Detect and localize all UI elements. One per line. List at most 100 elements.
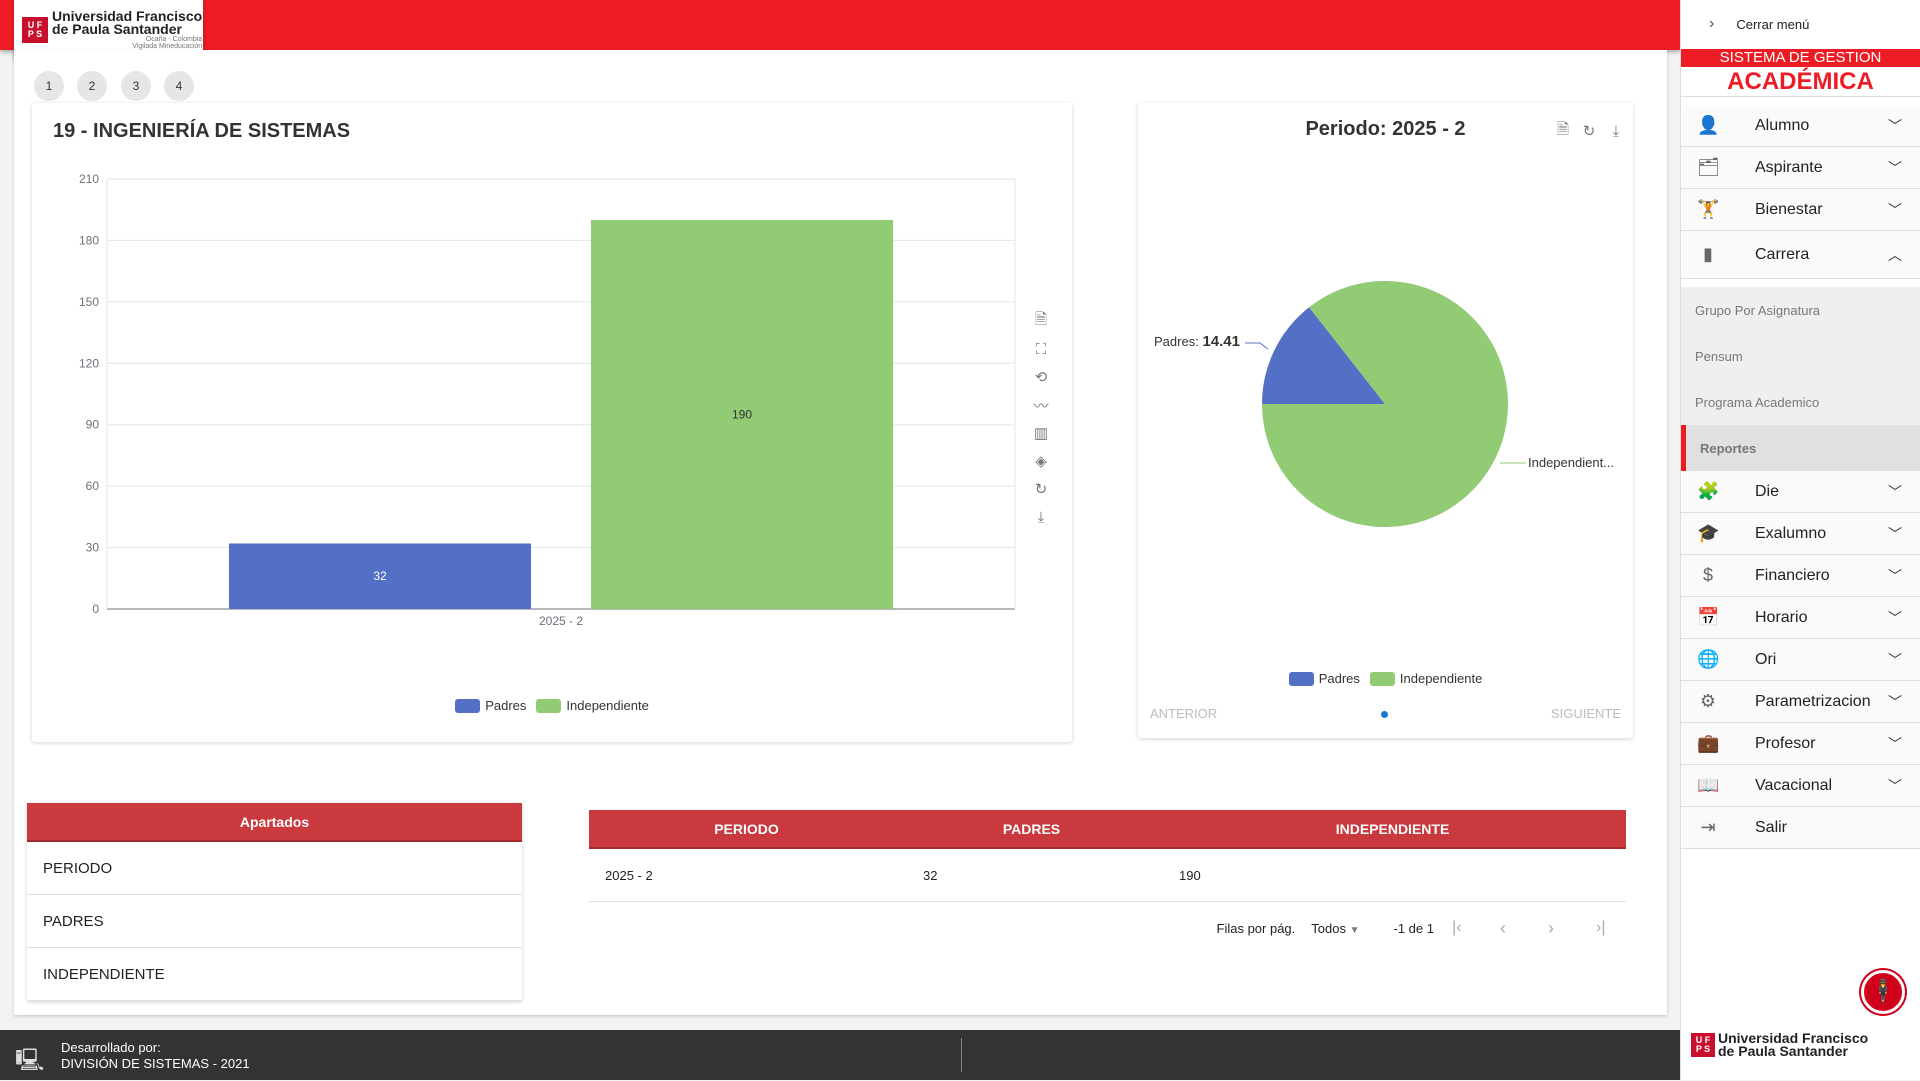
document-icon[interactable]: 🗎: [1034, 310, 1048, 328]
cell-padres: 32: [923, 867, 938, 883]
refresh-icon[interactable]: ↻: [1582, 123, 1596, 140]
dumbbell-icon: 🏋: [1697, 199, 1720, 219]
chart-toolbox: 🗎 ⛶ ⟲ 〰 ▥ ◈ ↻ ⤓: [1032, 310, 1050, 526]
sidebar-item-salir[interactable]: ⇥ Salir: [1681, 807, 1920, 849]
y-tick-label: 150: [79, 295, 99, 309]
padres-label: Padres: 14.41: [1154, 333, 1240, 350]
page-button-1[interactable]: 1: [34, 71, 64, 101]
pie-legend: Padres Independiente: [1138, 671, 1633, 686]
next-page-icon[interactable]: ›: [1548, 917, 1554, 938]
pie-chart: [1245, 281, 1526, 527]
refresh-icon[interactable]: ↻: [1034, 481, 1048, 498]
legend-padres[interactable]: Padres: [1288, 671, 1360, 686]
sidebar-item-label: Die: [1755, 482, 1780, 500]
column-header-independiente[interactable]: INDEPENDIENTE: [1335, 820, 1450, 837]
legend-independiente[interactable]: Independiente: [1369, 671, 1482, 686]
apartados-item-periodo[interactable]: PERIODO: [27, 842, 522, 895]
chevron-up-icon: ︿: [1888, 246, 1902, 263]
sidebar-item-aspirante[interactable]: 🗂 Aspirante ﹀: [1681, 147, 1920, 189]
sidebar-item-label: Exalumno: [1755, 524, 1827, 542]
puzzle-icon: 🧩: [1697, 481, 1720, 501]
sidebar-item-parametrizacion[interactable]: ⚙ Parametrizacion ﹀: [1681, 681, 1920, 723]
bar-independiente: [591, 219, 893, 609]
sidebar-item-exalumno[interactable]: 🎓 Exalumno ﹀: [1681, 513, 1920, 555]
chevron-down-icon: ﹀: [1888, 693, 1902, 710]
close-menu-button[interactable]: › Cerrar menú: [1681, 0, 1920, 48]
chevron-right-icon: ›: [1709, 15, 1715, 32]
apartados-item-padres[interactable]: PADRES: [27, 895, 522, 948]
submenu-item-programa-academico[interactable]: Programa Academico: [1681, 379, 1920, 425]
sidebar-item-alumno[interactable]: 👤 Alumno ﹀: [1681, 105, 1920, 147]
sidebar-item-label: Alumno: [1755, 116, 1810, 134]
rows-per-page-label: Filas por pág.: [1216, 920, 1296, 936]
computer-icon: 🖳: [15, 1047, 45, 1072]
submenu-item-grupo-por-asignatura[interactable]: Grupo Por Asignatura: [1681, 287, 1920, 333]
sidebar-item-label: Horario: [1755, 608, 1808, 626]
footer-credit: DIVISIÓN DE SISTEMAS - 2021: [61, 1056, 250, 1071]
bar-legend: Padres Independiente: [32, 698, 1072, 713]
reading-icon: 📖: [1697, 775, 1720, 795]
sidebar-item-profesor[interactable]: 💼 Profesor ﹀: [1681, 723, 1920, 765]
gear-icon: ⚙: [1699, 691, 1717, 711]
last-page-icon[interactable]: ›|: [1596, 919, 1606, 936]
sidebar-item-label: Salir: [1755, 818, 1788, 836]
chevron-down-icon: ﹀: [1888, 483, 1902, 500]
pie-chart-card: Periodo: 2025 - 2 🗎 ↻ ⤓ Padres: 14.41 In…: [1138, 103, 1633, 738]
label-line: [1245, 342, 1269, 350]
page-button-3[interactable]: 3: [121, 71, 151, 101]
sidebar-item-label: Carrera: [1755, 245, 1810, 263]
y-tick-label: 90: [86, 418, 100, 432]
logo-text: Universidad Francisco: [1718, 1030, 1869, 1046]
column-header-padres[interactable]: PADRES: [1002, 820, 1061, 837]
pie-slice-independiente: [1262, 281, 1508, 527]
download-icon[interactable]: ⤓: [1037, 508, 1045, 526]
sidebar-item-die[interactable]: 🧩 Die ﹀: [1681, 471, 1920, 513]
sidebar-item-label: Profesor: [1755, 734, 1816, 752]
apartados-item-independiente[interactable]: INDEPENDIENTE: [27, 948, 522, 1001]
carousel-dot[interactable]: [1381, 711, 1388, 718]
sidebar: › Cerrar menú SISTEMA DE GESTION ACADÉMI…: [1680, 0, 1920, 1080]
line-chart-icon[interactable]: 〰: [1033, 397, 1049, 415]
stack-icon[interactable]: ◈: [1035, 453, 1047, 470]
submenu-item-reportes[interactable]: Reportes: [1681, 425, 1920, 471]
bar-chart-card: 19 - INGENIERÍA DE SISTEMAS 0 30 60 90 120 15…: [32, 103, 1072, 742]
page-button-4[interactable]: 4: [164, 71, 194, 101]
footer-divider: [961, 1038, 962, 1072]
document-icon[interactable]: 🗎: [1556, 120, 1570, 138]
download-icon[interactable]: ⤓: [1612, 122, 1620, 140]
legend-independiente[interactable]: Independiente: [536, 698, 649, 713]
pie-chart-title: Periodo: 2025 - 2: [1305, 118, 1466, 140]
previous-button[interactable]: ANTERIOR: [1150, 706, 1218, 721]
sidebar-item-financiero[interactable]: $ Financiero ﹀: [1681, 555, 1920, 597]
zoom-reset-icon[interactable]: ⟲: [1034, 369, 1048, 386]
next-button[interactable]: SIGUIENTE: [1550, 706, 1621, 721]
sidebar-item-ori[interactable]: 🌐 Ori ﹀: [1681, 639, 1920, 681]
column-header-periodo[interactable]: PERIODO: [714, 820, 779, 837]
sidebar-item-carrera[interactable]: ▮ Carrera ︿: [1681, 231, 1920, 279]
rows-per-page-select[interactable]: Todos ▼: [1311, 920, 1360, 936]
briefcase-icon: 💼: [1697, 733, 1720, 753]
submenu-item-pensum[interactable]: Pensum: [1681, 333, 1920, 379]
prev-page-icon[interactable]: ‹: [1500, 917, 1506, 938]
sidebar-item-bienestar[interactable]: 🏋 Bienestar ﹀: [1681, 189, 1920, 231]
page-button-2[interactable]: 2: [77, 71, 107, 101]
chevron-down-icon: ﹀: [1888, 777, 1902, 794]
zoom-icon[interactable]: ⛶: [1035, 340, 1047, 358]
independiente-label: Independient...: [1528, 455, 1615, 470]
logo-sub: Ocaña - Colombia: [145, 36, 203, 43]
apartados-list: Apartados PERIODO PADRES INDEPENDIENTE: [27, 803, 522, 1001]
close-menu-label: Cerrar menú: [1736, 16, 1810, 32]
bar-chart-icon[interactable]: ▥: [1033, 425, 1049, 442]
accessibility-button[interactable]: 🕴: [1861, 970, 1905, 1014]
sidebar-item-horario[interactable]: 📅 Horario ﹀: [1681, 597, 1920, 639]
pagination: Filas por pág. Todos ▼ -1 de 1 |‹ ‹ › ›|: [589, 902, 1626, 954]
legend-padres[interactable]: Padres: [455, 698, 526, 713]
logo-text: de Paula Santander: [52, 21, 182, 37]
sidebar-item-vacacional[interactable]: 📖 Vacacional ﹀: [1681, 765, 1920, 807]
brand-bottom: ACADÉMICA: [1681, 67, 1920, 97]
table-header: PERIODO PADRES INDEPENDIENTE: [589, 810, 1626, 849]
graduation-cap-icon: 🎓: [1697, 523, 1720, 543]
first-page-icon[interactable]: |‹: [1452, 919, 1462, 936]
footer-credit-label: Desarrollado por:: [61, 1040, 161, 1055]
